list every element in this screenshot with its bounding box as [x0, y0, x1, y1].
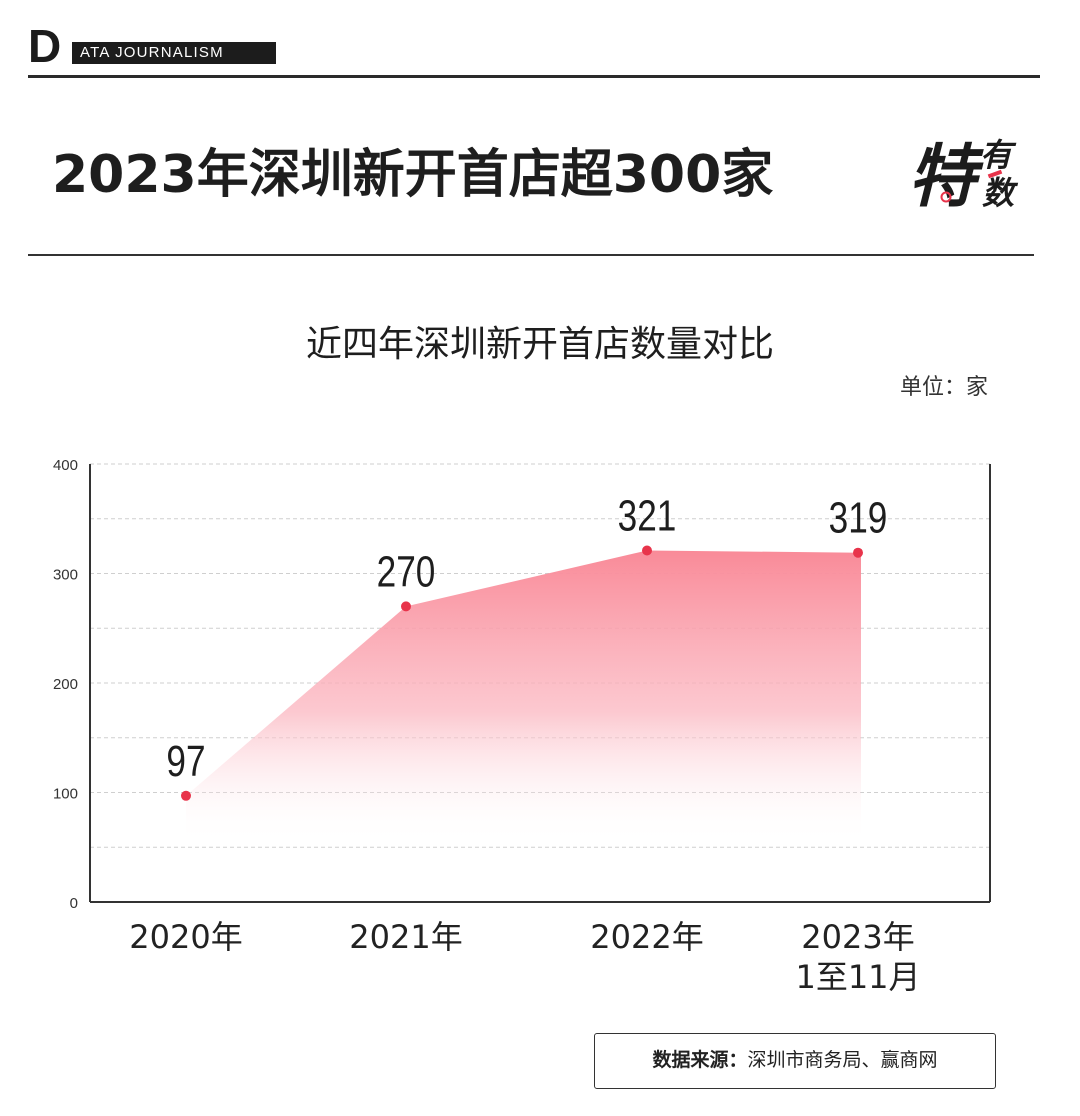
section-divider	[28, 254, 1034, 256]
data-label: 321	[618, 492, 677, 541]
x-tick-label: 2021年	[349, 918, 462, 956]
x-tick-label: 2020年	[129, 918, 242, 956]
logo-accent-mark	[987, 169, 1003, 179]
unit-label: 单位：家	[899, 375, 988, 400]
data-point	[853, 547, 863, 558]
top-divider	[28, 75, 1040, 78]
brand-logo: 特 有 数	[908, 136, 1019, 214]
area-chart: 0 100 200 300 400 97 270 321 319 2020年 2021年 2022年…	[53, 457, 991, 996]
chart-title: 近四年深圳新开首店数量对比	[305, 324, 774, 365]
data-point	[181, 790, 191, 801]
y-tick-label: 400	[53, 457, 78, 474]
x-tick-label: 2022年	[590, 918, 703, 956]
data-label: 97	[166, 737, 205, 786]
logo-char-top: 有	[980, 136, 1017, 174]
y-tick-label: 0	[70, 895, 78, 912]
page-title: 2023年深圳新开首店超300家	[52, 145, 774, 205]
brand-tagline: ATA JOURNALISM	[72, 42, 276, 64]
x-tick-label: 2023年	[801, 918, 914, 956]
logo-char-bottom: 数	[982, 174, 1019, 212]
data-point	[401, 601, 411, 612]
y-tick-label: 100	[53, 786, 78, 803]
series-area	[186, 550, 861, 844]
y-tick-label: 200	[53, 676, 78, 693]
brand-letter: D	[28, 20, 61, 72]
magnifier-icon	[940, 191, 952, 203]
source-label: 数据来源：	[652, 1049, 748, 1071]
source-note: 数据来源：深圳市商务局、赢商网	[594, 1033, 996, 1089]
x-tick-label: 1至11月	[795, 958, 920, 996]
data-point	[642, 545, 652, 556]
data-label: 319	[829, 494, 888, 543]
y-tick-label: 300	[53, 567, 78, 584]
data-label: 270	[377, 548, 436, 597]
source-text: 深圳市商务局、赢商网	[747, 1049, 938, 1071]
logo-char-main: 特	[908, 138, 984, 214]
